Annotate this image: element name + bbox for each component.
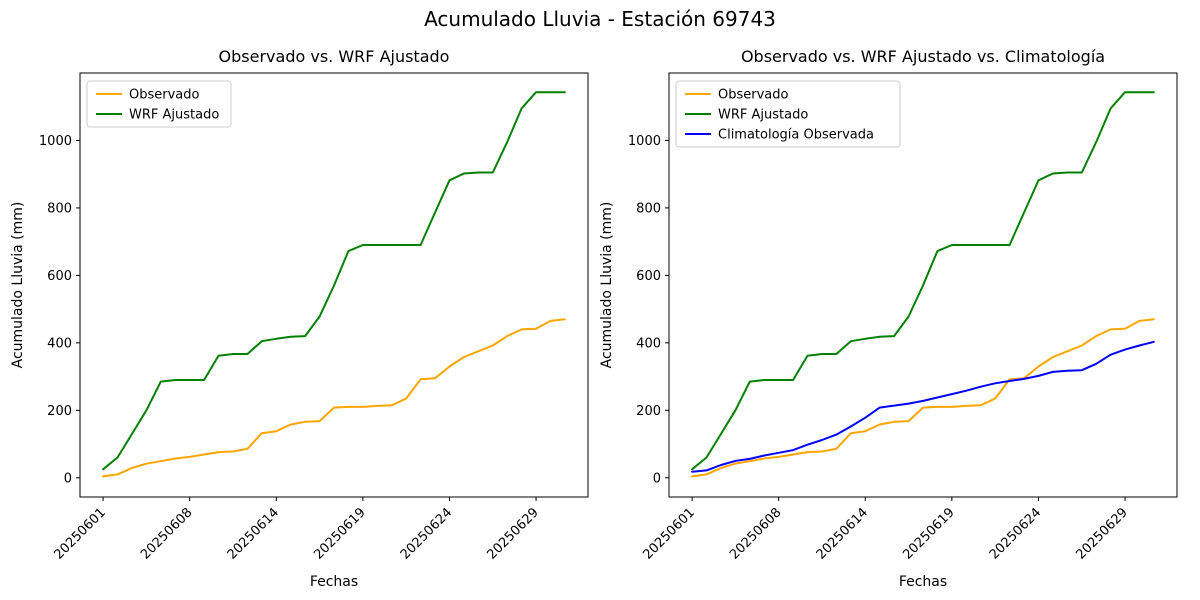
axes-right: Observado vs. WRF Ajustado vs. Climatolo…: [599, 47, 1178, 590]
x-tick-label: 20250619: [900, 505, 957, 562]
x-tick-label: 20250629: [1073, 505, 1130, 562]
x-tick-label: 20250629: [484, 505, 541, 562]
y-tick-label: 600: [636, 269, 661, 284]
legend-label: WRF Ajustado: [129, 108, 219, 123]
y-axis-label: Acumulado Lluvia (mm): [10, 202, 26, 369]
legend-box: [675, 80, 901, 148]
y-tick-label: 200: [636, 404, 661, 419]
subplot-title: Observado vs. WRF Ajustado: [219, 47, 450, 66]
subplot-title: Observado vs. WRF Ajustado vs. Climatolo…: [741, 47, 1105, 66]
y-tick-label: 600: [47, 269, 72, 284]
y-tick-label: 1000: [39, 134, 72, 149]
x-tick-label: 20250601: [52, 505, 109, 562]
legend-box: [86, 80, 232, 128]
x-tick-label: 20250619: [311, 505, 368, 562]
x-axis-label: Fechas: [899, 574, 947, 590]
x-tick-label: 20250601: [641, 505, 698, 562]
x-tick-label: 20250608: [138, 505, 195, 562]
series-line-wrf-ajustado: [102, 91, 566, 471]
y-tick-label: 400: [47, 336, 72, 351]
y-tick-label: 800: [636, 201, 661, 216]
x-tick-label: 20250608: [727, 505, 784, 562]
series-line-observado: [691, 318, 1155, 478]
x-tick-label: 20250614: [814, 505, 871, 562]
legend-label: Observado: [129, 88, 200, 103]
axes-frame: [668, 72, 1178, 498]
y-tick-label: 0: [653, 471, 661, 486]
legend-label: WRF Ajustado: [718, 108, 808, 123]
series-line-climatolog-a-observada: [691, 340, 1155, 473]
y-tick-label: 0: [64, 471, 72, 486]
axes-frame: [79, 72, 589, 498]
series-line-observado: [102, 318, 566, 478]
legend-label: Climatología Observada: [718, 128, 874, 143]
axes-left: Observado vs. WRF Ajustado Fechas Acumulad…: [10, 47, 589, 590]
series-line-wrf-ajustado: [691, 91, 1155, 471]
y-tick-label: 1000: [628, 134, 661, 149]
legend: Observado WRF Ajustado Climatología Observ…: [675, 80, 901, 148]
y-tick-label: 800: [47, 201, 72, 216]
x-axis-label: Fechas: [310, 574, 358, 590]
y-tick-label: 200: [47, 404, 72, 419]
y-axis-label: Acumulado Lluvia (mm): [599, 202, 615, 369]
subplot-right: Observado vs. WRF Ajustado vs. Climatolo…: [589, 0, 1200, 600]
figure-title: Acumulado Lluvia - Estación 69743: [424, 7, 776, 31]
legend-label: Observado: [718, 88, 789, 103]
y-tick-label: 400: [636, 336, 661, 351]
subplot-left: Observado vs. WRF Ajustado Fechas Acumulad…: [10, 47, 589, 590]
x-tick-label: 20250624: [987, 505, 1044, 562]
legend: Observado WRF Ajustado: [86, 80, 232, 128]
x-tick-label: 20250624: [398, 505, 455, 562]
x-tick-label: 20250614: [225, 505, 282, 562]
